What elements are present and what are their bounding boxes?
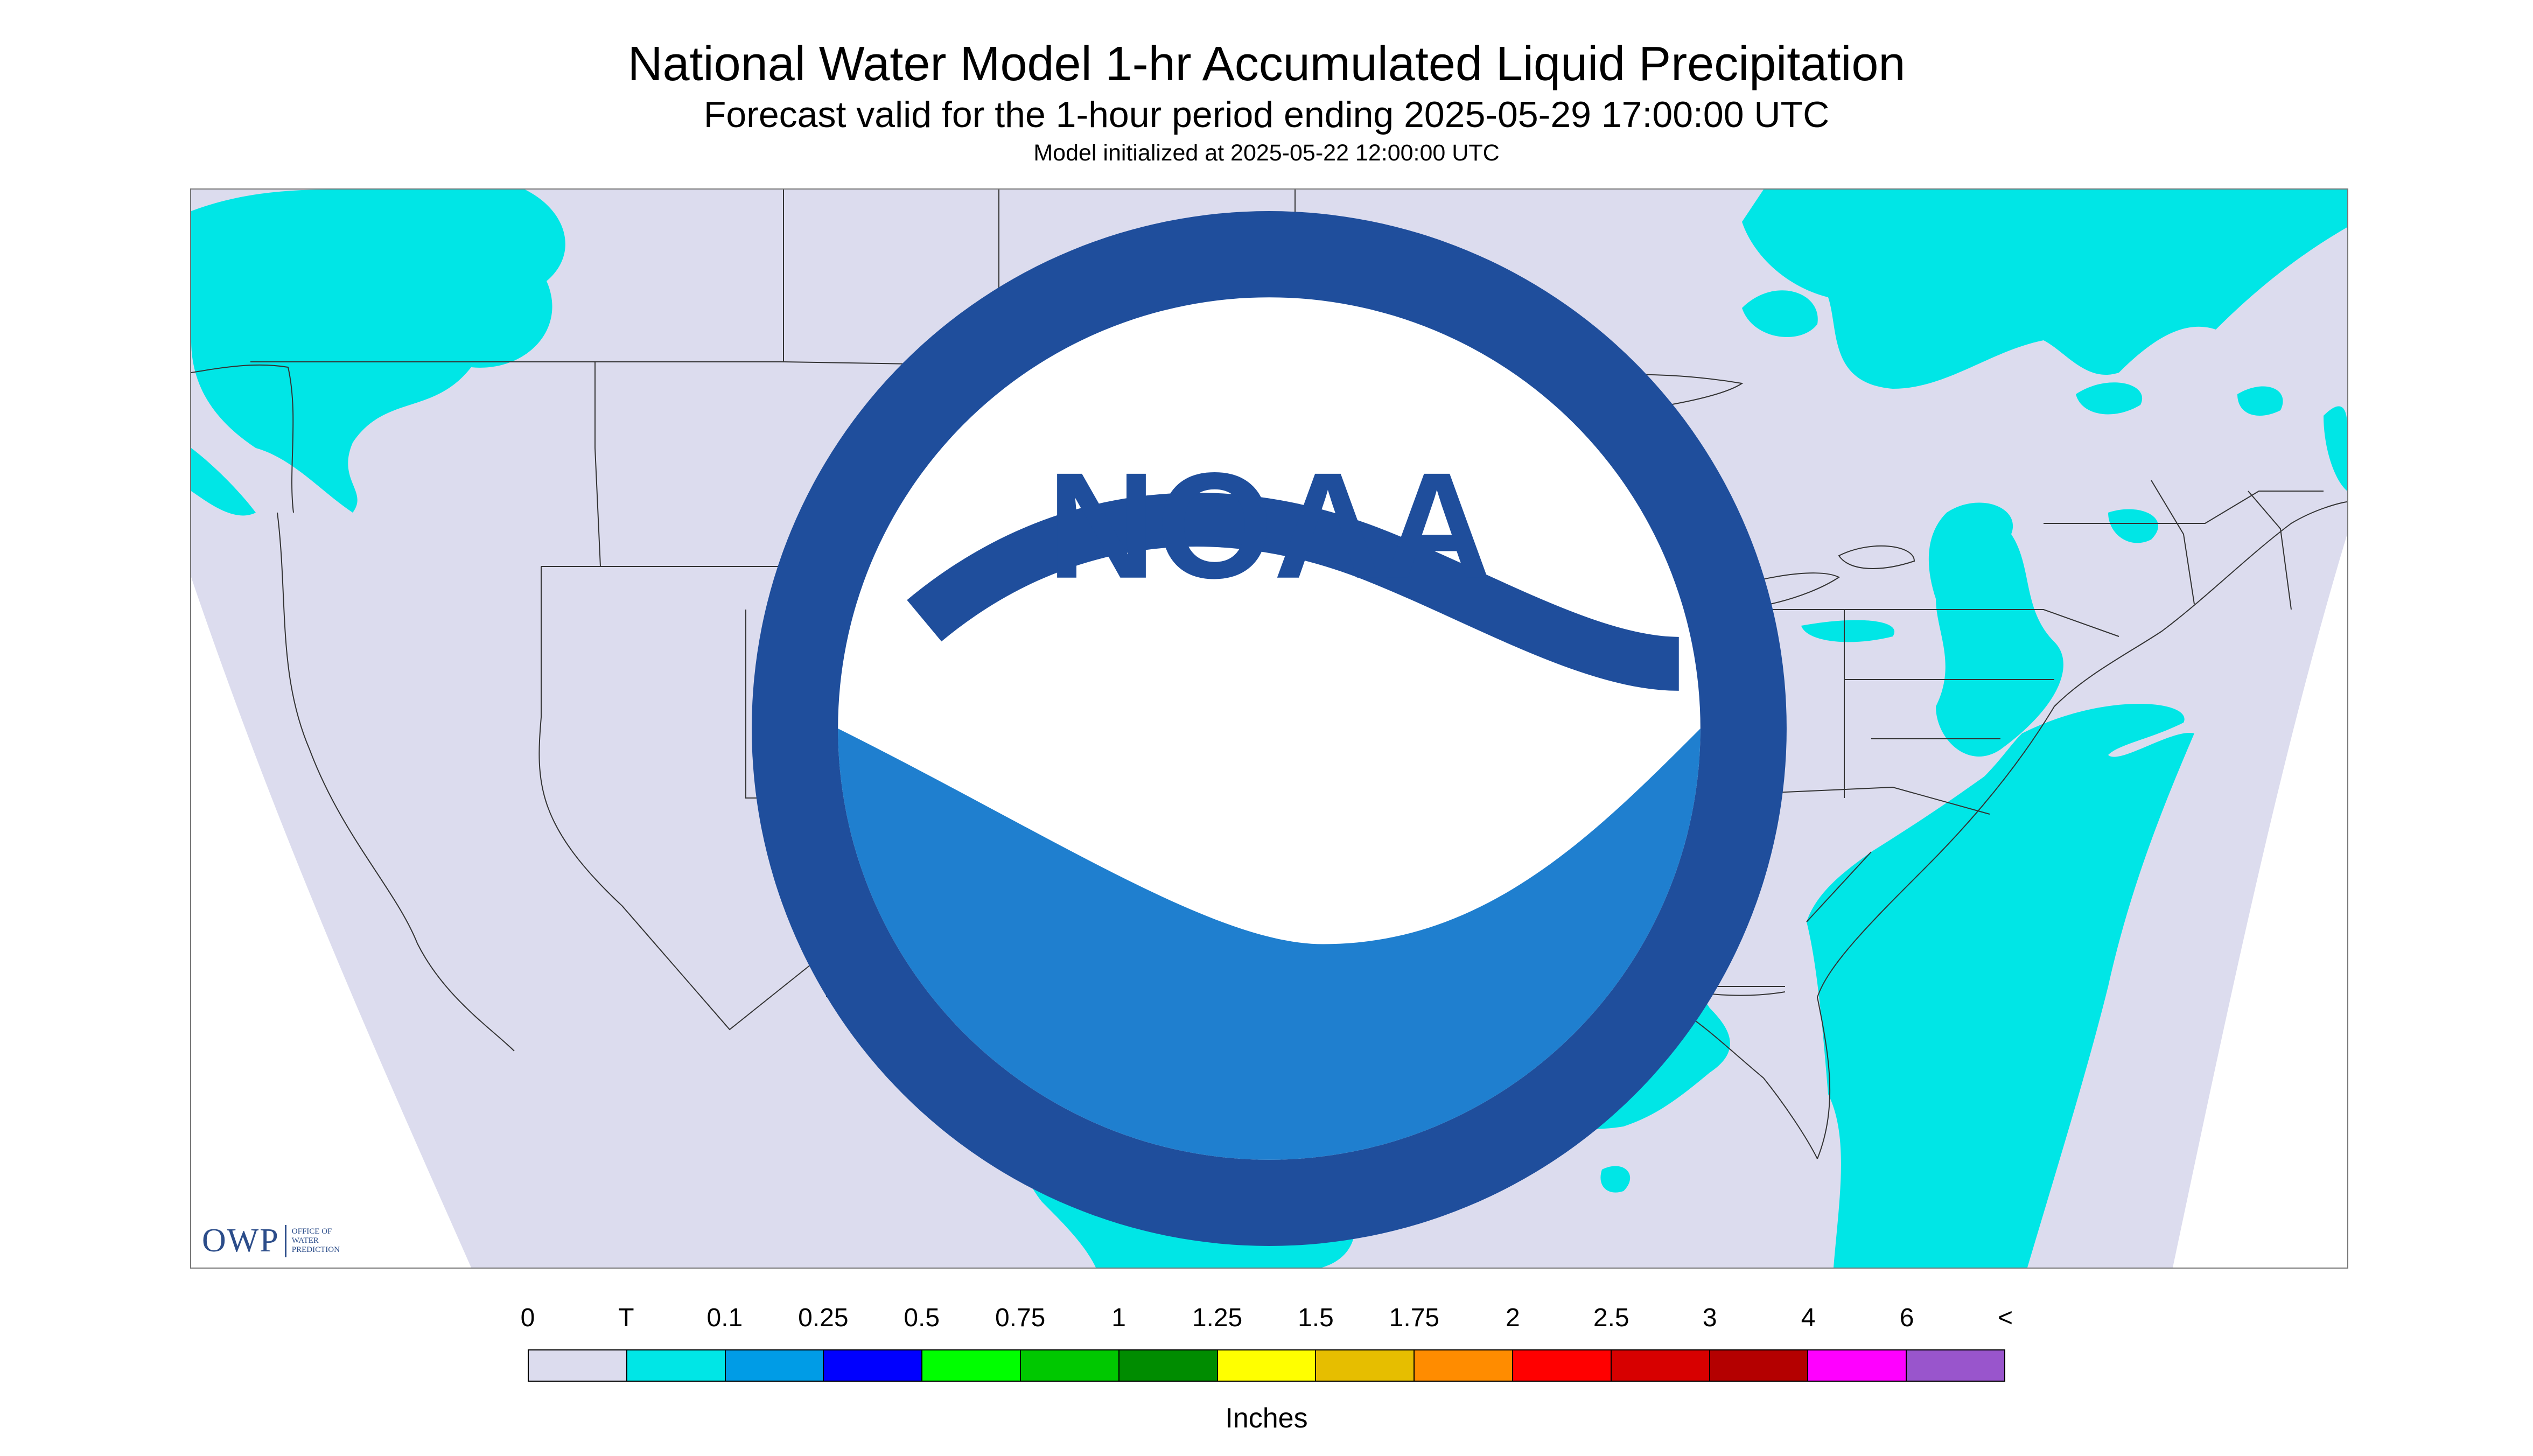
legend-tick-label: 0.75 <box>995 1304 1046 1332</box>
legend-color-cell <box>1119 1350 1218 1381</box>
legend-tick-label: 2 <box>1505 1304 1520 1332</box>
noaa-logo-icon: NOAA <box>752 211 1787 1246</box>
noaa-logo-text: NOAA <box>1047 442 1491 610</box>
owp-logo-line-3: PREDICTION <box>291 1245 340 1254</box>
legend-unit-label: Inches <box>1225 1403 1308 1434</box>
legend-tick-label: 0.5 <box>904 1304 940 1332</box>
owp-logo-separator <box>284 1224 286 1257</box>
owp-logo-line-2: WATER <box>291 1236 319 1245</box>
owp-logo-line-1: OFFICE OF <box>291 1227 332 1236</box>
owp-logo-text: OFFICE OF WATER PREDICTION <box>292 1227 340 1255</box>
legend-color-cell <box>529 1350 627 1381</box>
legend-color-cell <box>1217 1350 1317 1381</box>
legend-color-cell <box>1907 1350 2004 1381</box>
legend-color-cell <box>1710 1350 1809 1381</box>
legend-tick-label: 0.25 <box>798 1304 849 1332</box>
owp-logo: OWP OFFICE OF WATER PREDICTION <box>202 1222 340 1260</box>
legend-tick-label: < <box>1997 1304 2013 1332</box>
legend-tick-label: T <box>618 1304 634 1332</box>
legend-color-cell <box>922 1350 1021 1381</box>
legend-tick-label: 6 <box>1899 1304 1914 1332</box>
legend-color-cell <box>725 1350 824 1381</box>
map-title: National Water Model 1-hr Accumulated Li… <box>627 37 1906 91</box>
legend-tick-label: 1 <box>1111 1304 1126 1332</box>
legend-tick-label: 4 <box>1801 1304 1816 1332</box>
legend-color-cell <box>1611 1350 1710 1381</box>
legend-color-cell <box>1808 1350 1907 1381</box>
legend-tick-label: 0 <box>520 1304 535 1332</box>
legend-labels: 0 T 0.1 0.25 0.5 0.75 1 1.25 1.5 1.75 2 2.5 3 4 6 < <box>0 1303 2533 1335</box>
legend-color-cell <box>627 1350 726 1381</box>
legend-tick-label: 1.25 <box>1192 1304 1243 1332</box>
legend-tick-label: 1.75 <box>1389 1304 1440 1332</box>
legend-color-cell <box>824 1350 923 1381</box>
legend-color-cell <box>1415 1350 1513 1381</box>
legend-colorbar <box>528 1349 2005 1382</box>
owp-logo-mark: OWP <box>202 1222 279 1259</box>
legend-color-cell <box>1316 1350 1415 1381</box>
legend-tick-label: 2.5 <box>1593 1304 1629 1332</box>
legend-tick-label: 3 <box>1702 1304 1717 1332</box>
map-subtitle: Forecast valid for the 1-hour period end… <box>703 94 1830 135</box>
legend-color-cell <box>1513 1350 1612 1381</box>
legend-tick-label: 0.1 <box>706 1304 743 1332</box>
model-init-time: Model initialized at 2025-05-22 12:00:00… <box>1033 140 1500 166</box>
precipitation-map[interactable]: OWP OFFICE OF WATER PREDICTION NOAA <box>190 188 2348 1269</box>
legend-tick-label: 1.5 <box>1298 1304 1334 1332</box>
legend-color-cell <box>1020 1350 1119 1381</box>
